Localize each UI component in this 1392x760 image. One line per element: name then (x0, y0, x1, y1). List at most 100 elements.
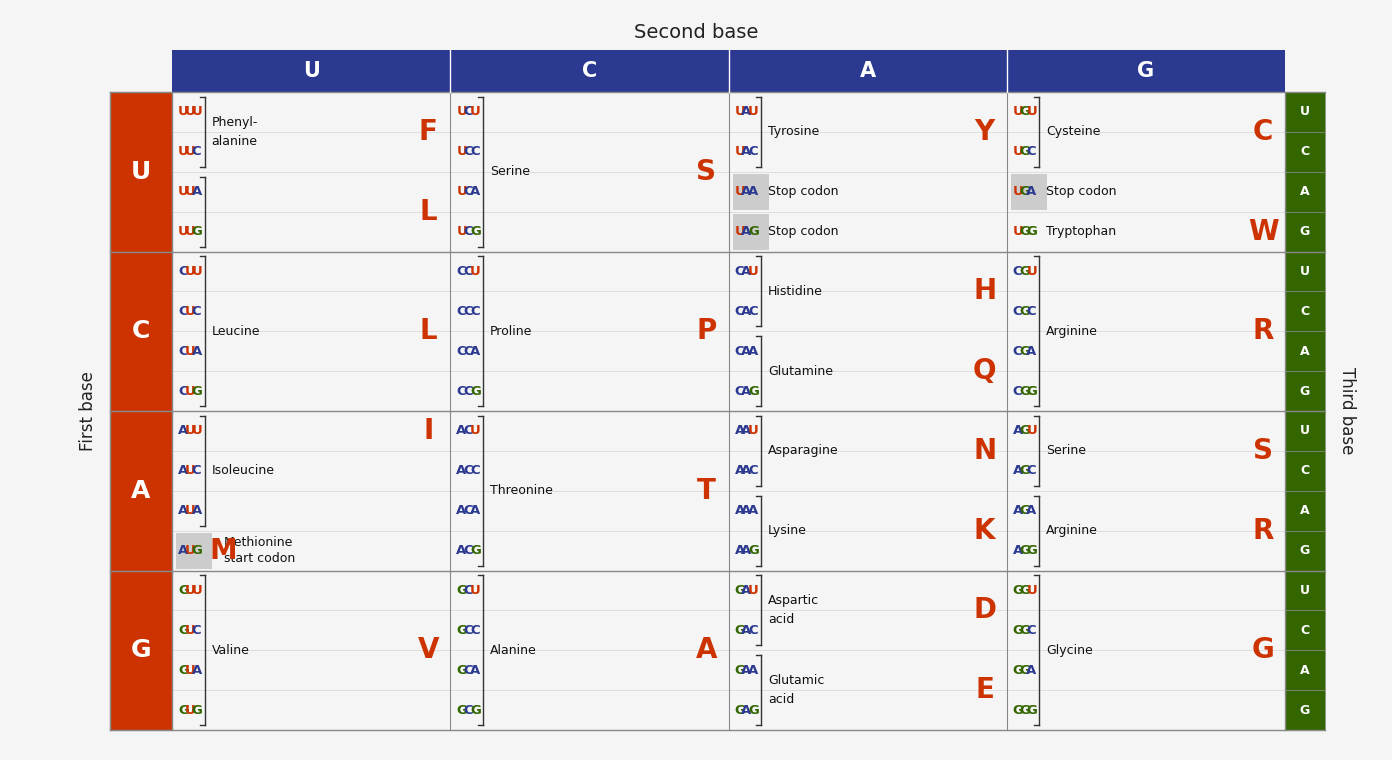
Text: U: U (457, 145, 466, 158)
Text: C: C (464, 145, 473, 158)
Text: G: G (1019, 385, 1030, 397)
Text: A: A (192, 345, 202, 358)
Bar (173, 50, 1285, 92)
Text: C: C (1026, 624, 1036, 637)
Text: C: C (748, 624, 757, 637)
Text: Threonine: Threonine (490, 484, 553, 497)
Text: U: U (185, 544, 196, 557)
Text: A: A (860, 61, 876, 81)
Text: Isoleucine: Isoleucine (212, 464, 274, 477)
Text: C: C (735, 305, 745, 318)
Text: Aspartic: Aspartic (768, 594, 818, 607)
Text: A: A (742, 145, 752, 158)
Text: A: A (748, 663, 759, 676)
Text: A: A (742, 185, 752, 198)
Text: C: C (132, 319, 150, 344)
Text: C: C (192, 145, 202, 158)
Text: T: T (697, 477, 715, 505)
Text: Stop codon: Stop codon (1047, 185, 1116, 198)
Text: C: C (1013, 305, 1022, 318)
Text: U: U (302, 61, 320, 81)
Text: A: A (457, 464, 466, 477)
Text: A: A (1026, 185, 1037, 198)
Text: G: G (1137, 61, 1154, 81)
Text: C: C (457, 345, 466, 358)
Bar (732, 174, 768, 210)
Bar (1285, 610, 1325, 651)
Text: A: A (748, 504, 759, 518)
Text: U: U (1026, 424, 1037, 438)
Text: G: G (470, 225, 480, 238)
Text: G: G (178, 584, 189, 597)
Text: G: G (457, 624, 468, 637)
Text: A: A (131, 479, 150, 503)
Text: G: G (1251, 636, 1274, 664)
Text: U: U (131, 160, 152, 184)
Text: I: I (423, 417, 433, 445)
Text: A: A (457, 504, 466, 518)
Text: A: A (192, 663, 202, 676)
Text: A: A (742, 544, 752, 557)
Text: G: G (1019, 504, 1030, 518)
Text: U: U (185, 704, 196, 717)
Text: G: G (748, 225, 759, 238)
Text: C: C (735, 385, 745, 397)
Text: A: A (742, 265, 752, 278)
Text: U: U (470, 265, 480, 278)
Text: G: G (748, 385, 759, 397)
Text: A: A (742, 225, 752, 238)
Text: G: G (1026, 225, 1037, 238)
Text: G: G (470, 544, 480, 557)
Text: Third base: Third base (1338, 367, 1356, 454)
Text: Cysteine: Cysteine (1047, 125, 1101, 138)
Text: G: G (178, 624, 189, 637)
Text: G: G (457, 704, 468, 717)
Text: U: U (185, 305, 196, 318)
Text: C: C (748, 145, 757, 158)
Text: W: W (1247, 217, 1278, 245)
Text: C: C (464, 185, 473, 198)
Text: G: G (1019, 424, 1030, 438)
Text: H: H (973, 277, 997, 306)
Text: acid: acid (768, 613, 795, 626)
Text: C: C (464, 385, 473, 397)
Text: A: A (1026, 345, 1037, 358)
Bar (1285, 291, 1325, 331)
Bar (110, 92, 173, 252)
Text: G: G (1013, 663, 1023, 676)
Text: C: C (178, 305, 188, 318)
Bar (1285, 690, 1325, 730)
Text: C: C (1026, 145, 1036, 158)
Text: R: R (1253, 517, 1274, 545)
Text: K: K (974, 517, 995, 545)
Text: U: U (185, 624, 196, 637)
Text: G: G (1300, 704, 1310, 717)
Text: C: C (178, 265, 188, 278)
Text: U: U (185, 106, 196, 119)
Text: C: C (582, 61, 597, 81)
Text: A: A (742, 704, 752, 717)
Text: M: M (210, 537, 237, 565)
Text: Second base: Second base (633, 23, 759, 42)
Text: G: G (735, 584, 745, 597)
Text: acid: acid (768, 693, 795, 706)
Bar (1285, 651, 1325, 690)
Bar (732, 214, 768, 249)
Text: L: L (419, 317, 437, 345)
Text: A: A (742, 504, 752, 518)
Text: Glutamic: Glutamic (768, 674, 824, 687)
Text: G: G (1300, 385, 1310, 397)
Text: A: A (742, 345, 752, 358)
Text: First base: First base (79, 371, 97, 451)
Text: G: G (1026, 704, 1037, 717)
Text: A: A (735, 544, 745, 557)
Bar (175, 533, 212, 568)
Text: Proline: Proline (490, 325, 532, 337)
Text: L: L (419, 198, 437, 226)
Text: C: C (464, 265, 473, 278)
Text: U: U (457, 225, 466, 238)
Text: Valine: Valine (212, 644, 249, 657)
Bar (1011, 174, 1047, 210)
Text: G: G (1019, 624, 1030, 637)
Text: U: U (1013, 106, 1023, 119)
